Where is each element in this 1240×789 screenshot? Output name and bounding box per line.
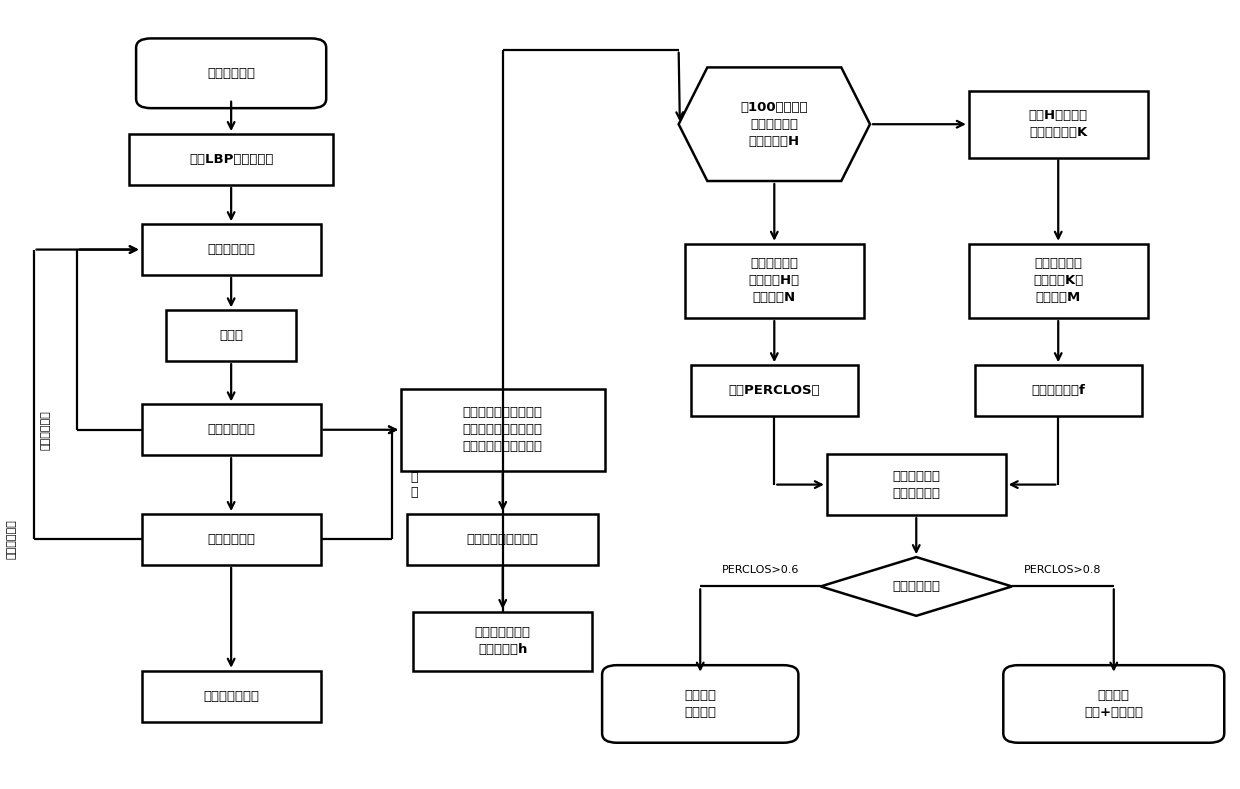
- Text: 根据H计算眼睛
高度跳变阈值K: 根据H计算眼睛 高度跳变阈值K: [1029, 109, 1087, 139]
- FancyBboxPatch shape: [968, 244, 1148, 318]
- Polygon shape: [678, 67, 870, 181]
- Text: 轻度疲劳
警报提醒: 轻度疲劳 警报提醒: [684, 689, 717, 719]
- FancyBboxPatch shape: [413, 612, 593, 671]
- FancyBboxPatch shape: [141, 224, 321, 275]
- FancyBboxPatch shape: [129, 134, 334, 185]
- Text: 结合两种特征
进行疲劳分析: 结合两种特征 进行疲劳分析: [893, 469, 940, 499]
- Text: 视频图像采集: 视频图像采集: [207, 243, 255, 256]
- Text: 人脸区域定位: 人脸区域定位: [207, 423, 255, 436]
- Text: 人眼区域识别: 人眼区域识别: [207, 533, 255, 546]
- FancyBboxPatch shape: [691, 365, 858, 416]
- FancyBboxPatch shape: [141, 514, 321, 565]
- Text: 在周期内统计
低于阈值K的
图像帧数M: 在周期内统计 低于阈值K的 图像帧数M: [1033, 257, 1084, 305]
- FancyBboxPatch shape: [684, 244, 864, 318]
- Text: 计算眨眼频率f: 计算眨眼频率f: [1032, 384, 1085, 397]
- FancyBboxPatch shape: [968, 91, 1148, 158]
- FancyBboxPatch shape: [1003, 665, 1224, 742]
- FancyBboxPatch shape: [827, 454, 1006, 515]
- Text: 重度疲劳
警报+震动提醒: 重度疲劳 警报+震动提醒: [1084, 689, 1143, 719]
- Text: 取图像中心矩形区域: 取图像中心矩形区域: [466, 533, 538, 546]
- Text: 取100帧图像计
算眼睛平均高
度设为阈值H: 取100帧图像计 算眼睛平均高 度设为阈值H: [740, 101, 808, 148]
- Text: PERCLOS>0.6: PERCLOS>0.6: [722, 565, 799, 574]
- Text: 初始化摄像头: 初始化摄像头: [207, 67, 255, 80]
- Text: 未检测到人眼: 未检测到人眼: [6, 520, 16, 559]
- Text: 捕获下一帧图像: 捕获下一帧图像: [203, 690, 259, 703]
- Text: 垂直积分投影计
算眼睛高度h: 垂直积分投影计 算眼睛高度h: [475, 626, 531, 656]
- FancyBboxPatch shape: [166, 310, 296, 361]
- FancyBboxPatch shape: [136, 39, 326, 108]
- Text: PERCLOS>0.8: PERCLOS>0.8: [1024, 565, 1101, 574]
- FancyBboxPatch shape: [141, 404, 321, 455]
- Text: 判断疲劳程度: 判断疲劳程度: [893, 580, 940, 593]
- Polygon shape: [821, 557, 1012, 616]
- Text: 在周期内统计
低于阈值H的
图像帧数N: 在周期内统计 低于阈值H的 图像帧数N: [749, 257, 800, 305]
- Text: 成
功: 成 功: [410, 470, 418, 499]
- FancyBboxPatch shape: [407, 514, 599, 565]
- FancyBboxPatch shape: [141, 671, 321, 722]
- FancyBboxPatch shape: [603, 665, 799, 742]
- FancyBboxPatch shape: [401, 389, 605, 471]
- Text: 图像处理：中值滤波、
直方图均衡化、自适应
二值化、形态学闭运算: 图像处理：中值滤波、 直方图均衡化、自适应 二值化、形态学闭运算: [463, 406, 543, 453]
- Text: 灰度化: 灰度化: [219, 329, 243, 342]
- Text: 未检测到人脸: 未检测到人脸: [41, 409, 51, 450]
- FancyBboxPatch shape: [975, 365, 1142, 416]
- Text: 计算PERCLOS值: 计算PERCLOS值: [728, 384, 820, 397]
- Text: 加载LBP特征检测器: 加载LBP特征检测器: [188, 153, 273, 166]
